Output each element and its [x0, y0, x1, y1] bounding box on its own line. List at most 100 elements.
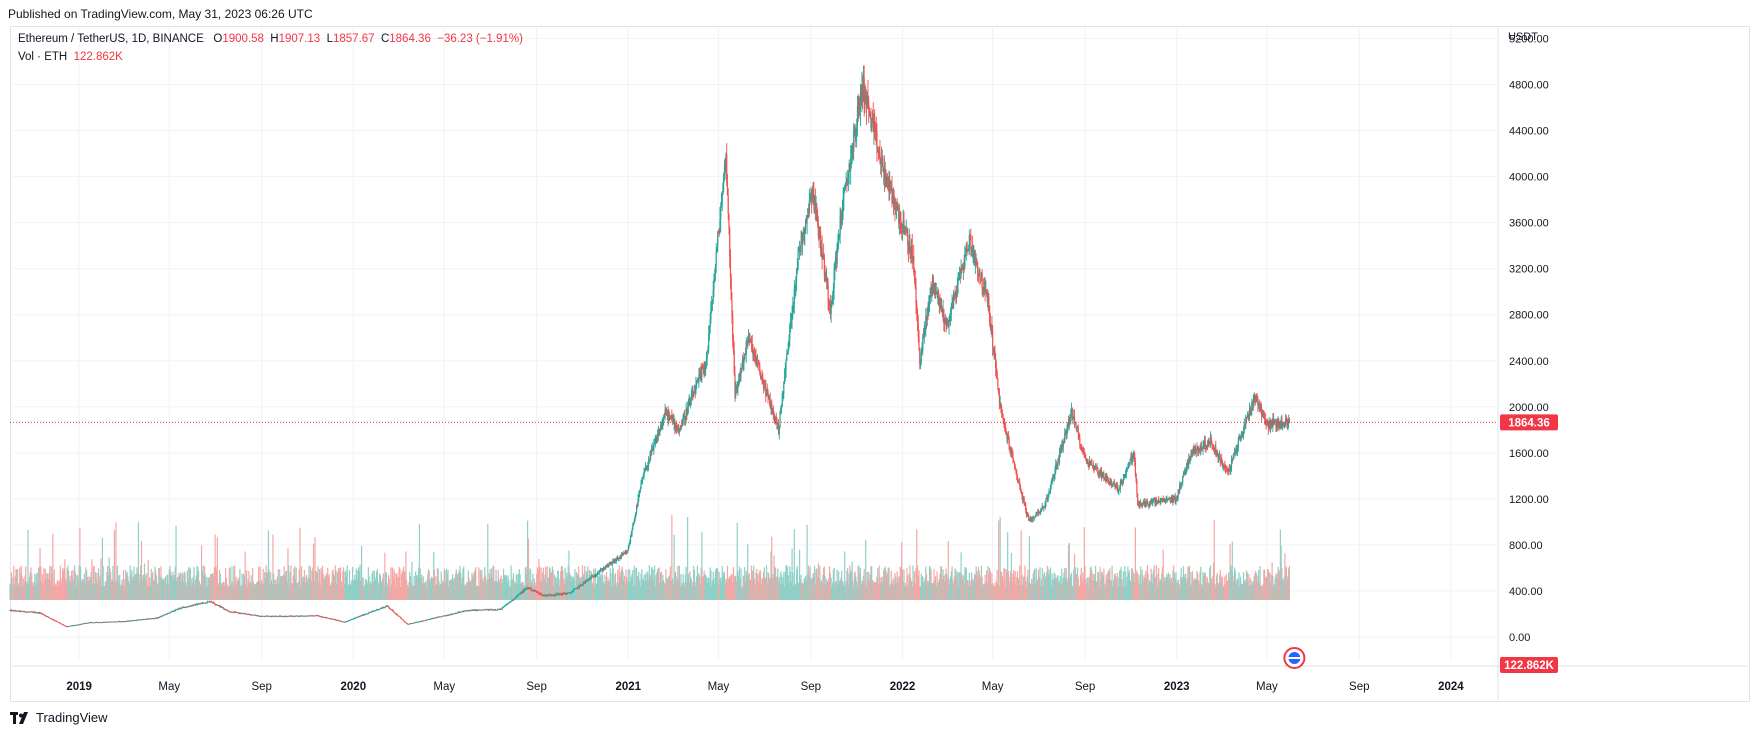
candle-body — [545, 594, 547, 597]
candle-body — [1144, 501, 1146, 506]
candle-body — [918, 336, 920, 350]
candle-body — [401, 618, 403, 620]
volume-bar — [148, 585, 150, 600]
volume-bar — [397, 576, 400, 600]
volume-bar — [960, 552, 962, 600]
candle-body — [429, 619, 431, 620]
candle-body — [986, 291, 988, 296]
candle-body — [424, 620, 427, 621]
candle-body — [152, 618, 154, 620]
candle-body — [1108, 481, 1110, 483]
volume-bar — [781, 583, 783, 600]
candle-body — [1063, 442, 1065, 444]
volume-bar — [161, 579, 164, 600]
candle-body — [153, 618, 155, 620]
candle-body — [103, 621, 105, 623]
candle-body — [1037, 511, 1040, 513]
volume-bar — [48, 573, 50, 600]
volume-bar — [146, 586, 149, 600]
volume-bar — [1078, 586, 1080, 600]
volume-bar — [481, 569, 483, 600]
candle-body — [141, 619, 143, 621]
candle-body — [533, 590, 535, 592]
candle-body — [594, 575, 596, 577]
volume-bar — [23, 581, 25, 600]
candle-body — [906, 230, 908, 236]
price-tick-label: 800.00 — [1509, 540, 1543, 552]
candle-body — [203, 602, 205, 604]
volume-bar — [475, 585, 478, 600]
candle-body — [64, 625, 66, 627]
volume-bar — [89, 577, 91, 600]
price-tick-label: 400.00 — [1509, 586, 1543, 598]
candle-body — [566, 593, 568, 595]
candle-body — [530, 588, 532, 590]
volume-bar — [694, 581, 696, 600]
candle-body — [891, 189, 893, 203]
volume-bar — [549, 568, 551, 600]
volume-bar — [327, 576, 330, 600]
volume-bar — [1058, 582, 1060, 600]
candle-body — [101, 622, 104, 624]
candle-body — [126, 620, 128, 622]
volume-bar — [675, 571, 677, 600]
volume-bar — [953, 576, 955, 600]
volume-bar — [472, 577, 474, 600]
candle-body — [611, 562, 614, 564]
candle-body — [1040, 509, 1043, 511]
volume-bar — [79, 527, 81, 600]
volume-bar — [1010, 552, 1013, 600]
volume-bar — [868, 571, 870, 600]
volume-bar — [835, 581, 837, 600]
candle-body — [182, 607, 184, 608]
candle-body — [701, 367, 703, 377]
volume-bar — [603, 584, 605, 600]
volume-bar — [1117, 586, 1119, 600]
candle-body — [1052, 476, 1055, 478]
candle-body — [49, 617, 51, 619]
candle-body — [138, 619, 140, 621]
candle-body — [957, 279, 959, 285]
volume-bar — [461, 577, 463, 600]
candle-body — [367, 613, 369, 615]
volume-bar — [935, 586, 937, 600]
candle-body — [970, 235, 972, 250]
volume-bar — [672, 578, 674, 600]
candle-body — [1184, 471, 1186, 475]
volume-bar — [572, 577, 575, 600]
candle-body — [161, 615, 163, 617]
volume-bar — [889, 586, 891, 600]
volume-bar — [299, 527, 301, 600]
candle-body — [751, 343, 753, 349]
candle-body — [246, 613, 248, 615]
volume-bar — [872, 583, 874, 600]
candle-body — [124, 621, 126, 622]
volume-bar — [1110, 580, 1112, 600]
volume-bar — [1242, 584, 1244, 600]
volume-bar — [1267, 569, 1269, 600]
candle-body — [679, 428, 681, 431]
candle-body — [557, 593, 560, 595]
volume-bar — [829, 566, 831, 600]
volume-bar — [805, 580, 807, 600]
volume-bar — [927, 580, 929, 600]
volume-bar — [1219, 569, 1221, 600]
candle-body — [943, 309, 945, 323]
candle-body — [185, 606, 187, 608]
candle-body — [686, 409, 688, 416]
candle-body — [641, 478, 644, 480]
candle-body — [659, 429, 661, 435]
volume-bar — [358, 570, 360, 600]
volume-bar — [1136, 570, 1138, 600]
volume-bar — [386, 583, 388, 600]
candle-body — [186, 606, 188, 608]
candle-body — [660, 425, 662, 428]
candle-body — [659, 425, 662, 430]
volume-bar — [285, 570, 288, 600]
candle-body — [871, 118, 873, 128]
volume-bar — [264, 572, 266, 600]
candle-body — [120, 621, 122, 623]
volume-bar — [1067, 581, 1069, 600]
candle-body — [325, 617, 327, 619]
